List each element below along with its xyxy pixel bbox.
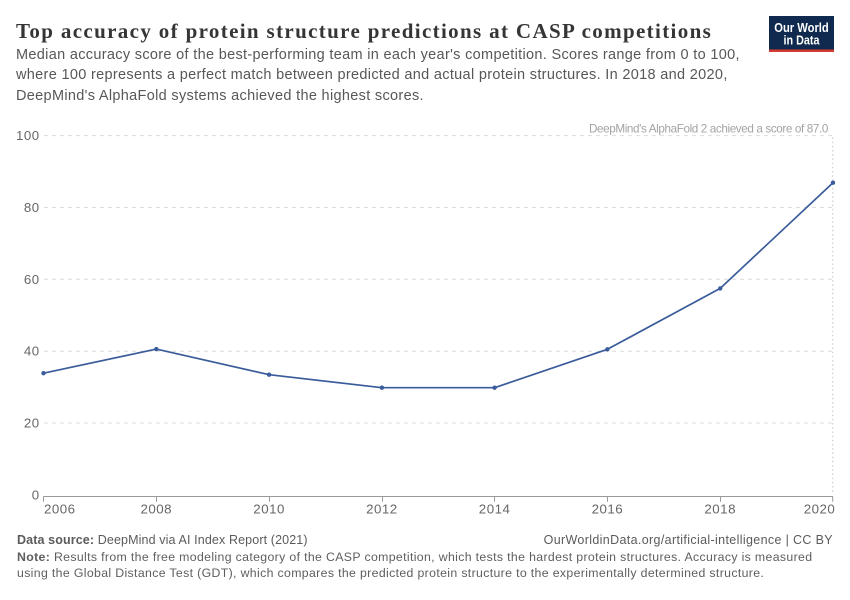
svg-text:2020: 2020 (804, 502, 836, 517)
svg-text:2010: 2010 (253, 502, 285, 517)
svg-text:in Data: in Data (784, 32, 821, 47)
svg-text:2014: 2014 (479, 502, 511, 517)
svg-text:2016: 2016 (592, 502, 624, 517)
svg-text:80: 80 (24, 200, 40, 215)
svg-text:2018: 2018 (704, 502, 736, 517)
svg-text:2012: 2012 (366, 502, 398, 517)
svg-text:2006: 2006 (44, 502, 76, 517)
svg-text:20: 20 (24, 416, 40, 431)
svg-text:0: 0 (32, 488, 40, 503)
svg-text:Our World: Our World (774, 20, 829, 35)
svg-text:100: 100 (16, 128, 40, 143)
svg-text:40: 40 (24, 344, 40, 359)
svg-text:2008: 2008 (141, 502, 173, 517)
svg-text:DeepMind's AlphaFold 2 achieve: DeepMind's AlphaFold 2 achieved a score … (589, 122, 829, 135)
svg-text:60: 60 (24, 272, 40, 287)
